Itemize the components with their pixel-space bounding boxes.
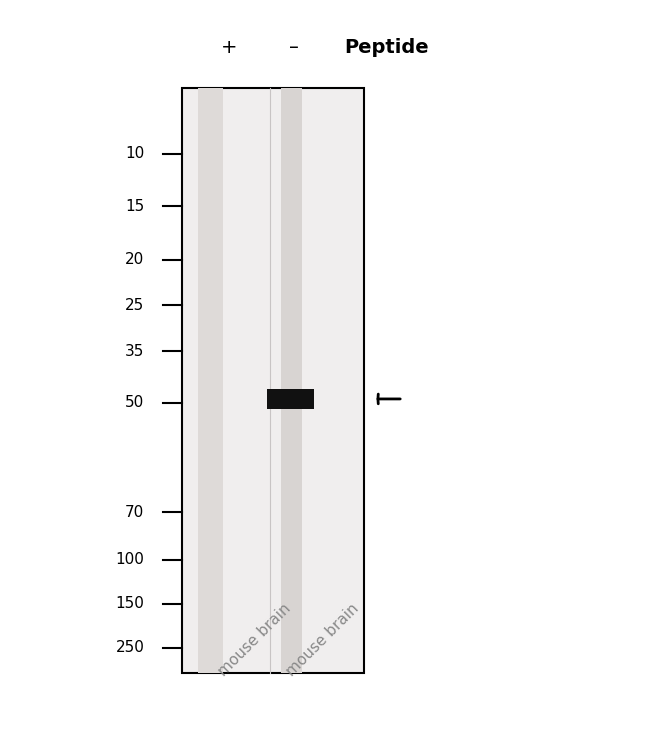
- Text: 25: 25: [125, 298, 144, 313]
- Text: Peptide: Peptide: [344, 38, 429, 57]
- Text: 15: 15: [125, 199, 144, 214]
- Text: mouse brain: mouse brain: [216, 601, 294, 679]
- Text: 10: 10: [125, 146, 144, 161]
- Text: 35: 35: [125, 344, 144, 359]
- Text: 50: 50: [125, 395, 144, 410]
- Text: 150: 150: [116, 597, 144, 611]
- Text: mouse brain: mouse brain: [283, 601, 361, 679]
- Bar: [182, 88, 364, 673]
- Bar: [198, 88, 223, 673]
- Text: –: –: [289, 38, 299, 57]
- Bar: [267, 389, 314, 409]
- Bar: [281, 88, 302, 673]
- Text: 70: 70: [125, 505, 144, 520]
- Text: +: +: [220, 38, 237, 57]
- Text: 100: 100: [116, 553, 144, 567]
- Text: 20: 20: [125, 253, 144, 267]
- Text: 250: 250: [116, 640, 144, 655]
